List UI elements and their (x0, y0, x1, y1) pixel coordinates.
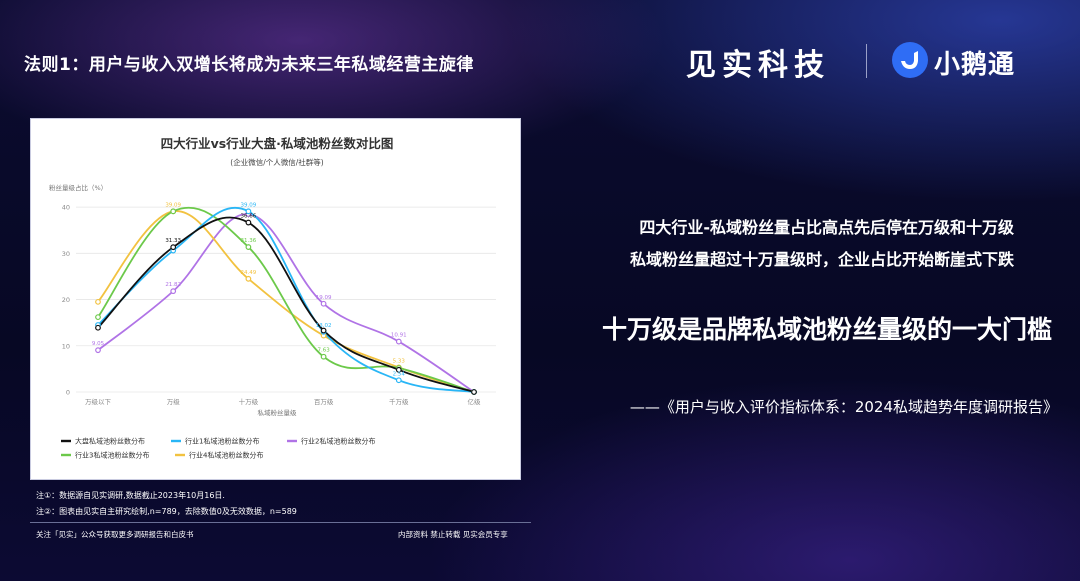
report-source: ——《用户与收入评价指标体系：2024私域趋势年度调研报告》 (629, 398, 1058, 416)
headline: 十万级是品牌私域池粉丝量级的一大门槛 (601, 315, 1052, 344)
footer-confidential-text: 内部资料 禁止转载 见实会员专享 (398, 530, 508, 539)
y-tick-label: 20 (62, 296, 70, 304)
data-label: 19.09 (316, 295, 332, 301)
data-point (320, 300, 327, 307)
y-tick-label: 0 (66, 389, 70, 397)
y-tick-label: 40 (62, 204, 70, 212)
legend-label: 行业2私域池粉丝数分布 (301, 436, 375, 445)
data-label: 10.91 (391, 333, 407, 339)
data-label: 13.02 (316, 323, 332, 329)
footer-divider (30, 522, 531, 523)
legend-label: 行业3私域池粉丝数分布 (75, 450, 149, 459)
data-point (245, 244, 252, 250)
data-label: 21.82 (165, 282, 181, 288)
data-point (395, 377, 402, 384)
legend-label: 行业1私域池粉丝数分布 (185, 436, 259, 445)
data-point (395, 338, 402, 345)
insight-line-1: 四大行业-私域粉丝量占比高点先后停在万级和十万级 (639, 218, 1014, 237)
data-point (170, 288, 177, 295)
insight-line-2: 私域粉丝量超过十万量级时，企业占比开始断崖式下跌 (629, 250, 1014, 269)
data-label: 7.63 (317, 348, 330, 354)
y-tick-label: 10 (62, 342, 70, 350)
data-point (245, 275, 252, 282)
data-point (95, 347, 101, 354)
data-label: 36.66 (241, 214, 257, 220)
data-label: 5.33 (393, 358, 406, 364)
legend-label: 行业4私域池粉丝数分布 (189, 450, 263, 459)
data-point (170, 208, 177, 215)
note-2: 注②：图表由见实自主研究绘制,n=789，去除数值0及无效数据，n=589 (36, 507, 297, 516)
data-point (245, 219, 252, 226)
data-point (245, 208, 252, 215)
data-label: 31.36 (241, 238, 257, 244)
x-tick-label: 万级 (167, 397, 181, 406)
x-axis-label: 私域粉丝量级 (258, 408, 298, 417)
footer-follow-text: 关注「见实」公众号获取更多调研报告和白皮书 (36, 530, 194, 539)
y-tick-label: 30 (62, 250, 70, 258)
x-tick-label: 亿级 (468, 397, 482, 406)
series-line-2 (97, 213, 475, 393)
data-point (95, 298, 101, 305)
data-label: 24.49 (241, 270, 257, 276)
data-point (395, 366, 402, 373)
data-label: 9.05 (92, 341, 105, 347)
y-axis-label: 粉丝量级占比（%） (49, 183, 107, 192)
data-point (320, 353, 327, 360)
brand-jianshi-logo-text: 见实科技 (686, 48, 830, 83)
x-tick-label: 百万级 (314, 397, 334, 406)
data-point (471, 389, 477, 395)
page-title: 法则1：用户与收入双增长将成为未来三年私域经营主旋律 (24, 55, 474, 75)
data-point (95, 324, 101, 331)
brand-divider (866, 44, 867, 78)
xiaoetong-logo-icon (892, 42, 928, 78)
data-point (170, 244, 177, 251)
chart-panel: 四大行业vs行业大盘·私域池粉丝数对比图 (企业微信/个人微信/社群等) 粉丝量… (30, 118, 521, 480)
legend-label: 大盘私域池粉丝数分布 (75, 436, 145, 445)
data-label: 31.33 (165, 238, 181, 244)
series-line-4 (97, 210, 475, 393)
chart-subtitle: (企业微信/个人微信/社群等) (230, 157, 323, 167)
data-label: 39.09 (241, 202, 257, 208)
note-1: 注①：数据源自见实调研,数据截止2023年10月16日. (36, 491, 225, 500)
line-chart: 四大行业vs行业大盘·私域池粉丝数对比图 (企业微信/个人微信/社群等) 粉丝量… (49, 136, 496, 459)
brand-xiaoetong-text: 小鹅通 (934, 50, 1016, 80)
data-point (320, 327, 327, 334)
chart-title: 四大行业vs行业大盘·私域池粉丝数对比图 (161, 136, 394, 151)
x-tick-label: 十万级 (239, 397, 259, 406)
data-label: 39.09 (165, 202, 181, 208)
x-tick-label: 万级以下 (85, 397, 112, 406)
data-label: 2.54 (393, 371, 406, 377)
data-point (95, 314, 101, 321)
x-tick-label: 千万级 (389, 397, 409, 406)
